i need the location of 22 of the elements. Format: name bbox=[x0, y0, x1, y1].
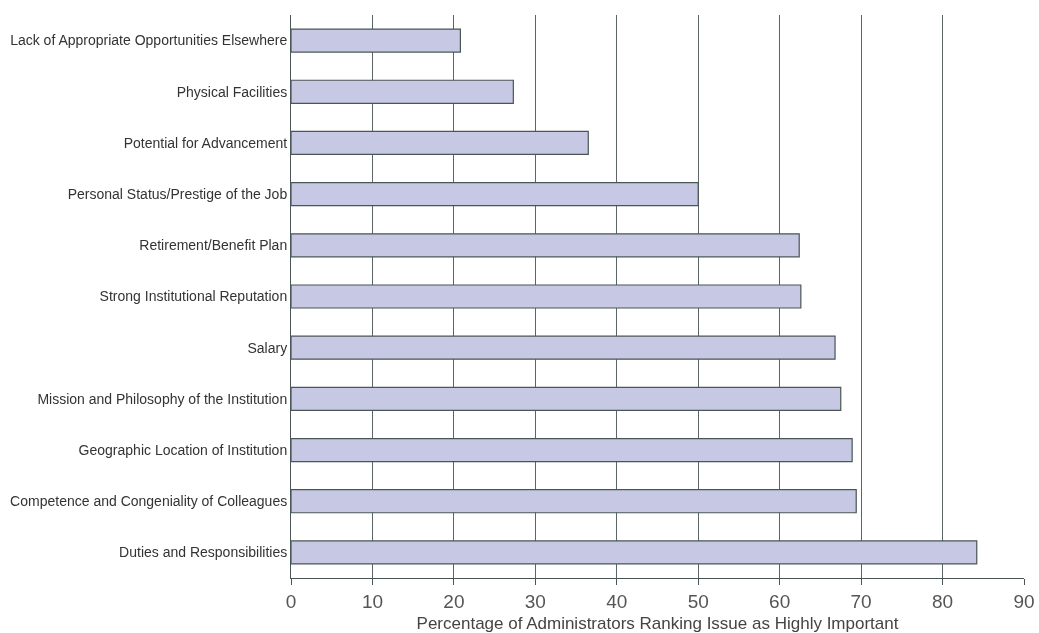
x-tick-label: 20 bbox=[443, 590, 465, 612]
y-tick-label: Physical Facilities bbox=[176, 83, 288, 100]
y-tick-label: Geographic Location of Institution bbox=[78, 441, 288, 458]
x-tick-label: 80 bbox=[931, 590, 954, 612]
x-tick-label: 90 bbox=[1013, 590, 1035, 612]
x-tick-label: 70 bbox=[850, 590, 872, 612]
y-tick-label: Strong Institutional Reputation bbox=[99, 288, 288, 305]
x-tick-label: 10 bbox=[361, 590, 384, 612]
x-tick-label: 30 bbox=[524, 590, 546, 612]
y-tick-label: Lack of Appropriate Opportunities Elsewhere bbox=[10, 32, 288, 49]
y-tick-label: Mission and Philosophy of the Institution bbox=[37, 390, 288, 407]
x-axis-title: Percentage of Administrators Ranking Issue as Highly Important bbox=[416, 614, 899, 633]
y-tick-label: Salary bbox=[247, 339, 288, 356]
x-tick-label: 0 bbox=[285, 590, 297, 612]
y-tick-label: Retirement/Benefit Plan bbox=[139, 237, 288, 254]
x-tick-label: 40 bbox=[606, 590, 628, 612]
y-tick-label: Duties and Responsibilities bbox=[119, 544, 288, 561]
y-tick-label: Competence and Congeniality of Colleagues bbox=[10, 493, 288, 510]
x-tick-label: 60 bbox=[769, 590, 791, 612]
y-tick-label: Potential for Advancement bbox=[123, 134, 288, 151]
y-tick-label: Personal Status/Prestige of the Job bbox=[67, 186, 288, 203]
x-tick-label: 50 bbox=[687, 590, 709, 612]
